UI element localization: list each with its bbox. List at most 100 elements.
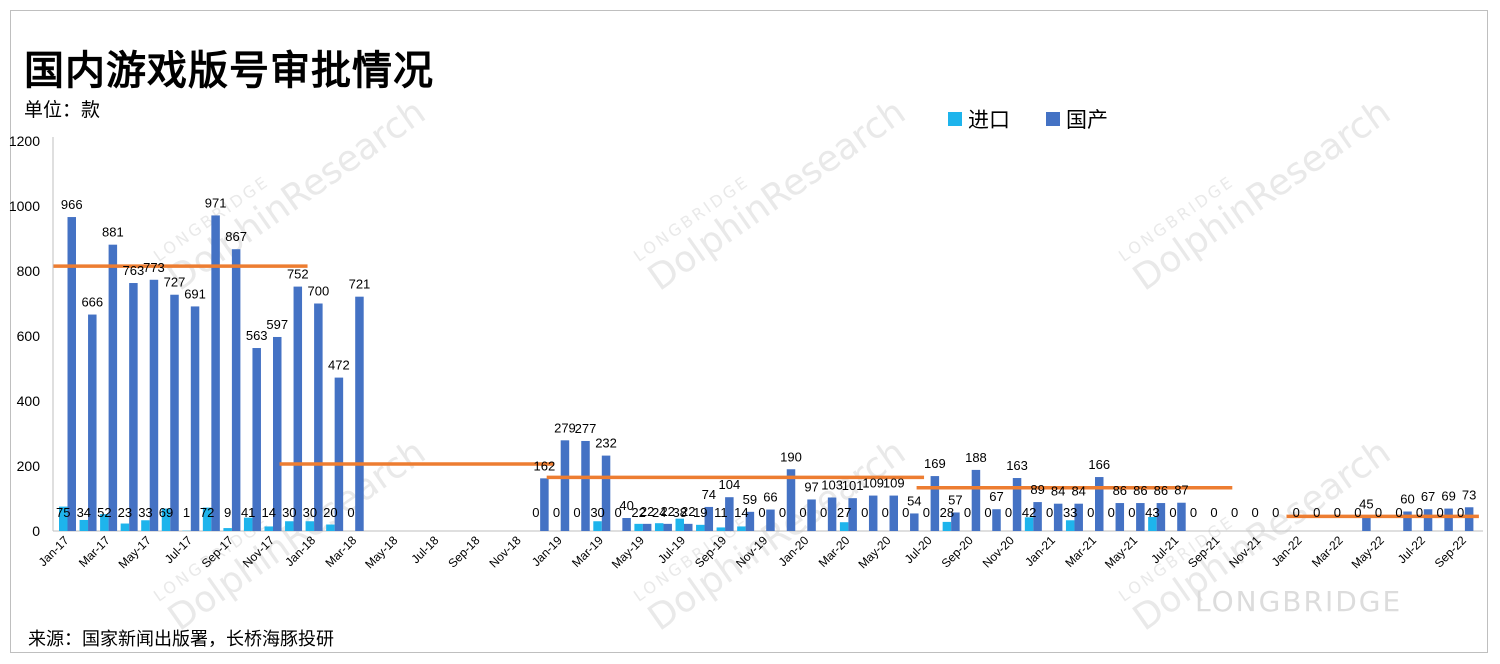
data-label-domestic: 45 — [1359, 496, 1373, 511]
legend-label-domestic: 国产 — [1066, 108, 1108, 132]
data-label-domestic: 597 — [266, 317, 288, 332]
data-label-import: 0 — [882, 505, 889, 520]
bar-import — [593, 521, 602, 531]
data-label-import: 38 — [673, 505, 687, 520]
x-tick-label: Nov-20 — [980, 533, 1017, 570]
data-label-domestic: 721 — [349, 277, 371, 292]
data-label-import: 0 — [1087, 505, 1094, 520]
bar-domestic — [868, 495, 878, 531]
bar-domestic — [211, 215, 220, 532]
data-label-domestic: 86 — [1133, 483, 1147, 498]
data-label-domestic: 89 — [1030, 482, 1044, 497]
x-tick-label: Sep-20 — [939, 533, 976, 570]
x-tick-label: Sep-17 — [199, 533, 236, 570]
x-tick-label: Nov-21 — [1226, 533, 1263, 570]
x-tick-label: Mar-19 — [569, 533, 606, 570]
x-tick-label: Jan-18 — [282, 533, 318, 569]
bar-domestic — [910, 513, 919, 531]
data-label-import: 69 — [159, 505, 173, 520]
bar-domestic — [951, 512, 960, 531]
data-label-domestic: 69 — [1441, 489, 1455, 504]
bar-domestic — [67, 217, 76, 532]
data-label-import: 0 — [1005, 505, 1012, 520]
data-label-import: 0 — [1046, 505, 1053, 520]
bar-domestic — [1423, 509, 1433, 531]
data-label-import: 14 — [734, 505, 748, 520]
data-label-domestic: 881 — [102, 225, 124, 240]
y-tick-label: 600 — [17, 328, 41, 344]
data-label-domestic: 109 — [862, 476, 884, 491]
data-label-domestic: 727 — [164, 275, 186, 290]
x-tick-label: Sep-22 — [1432, 533, 1469, 570]
data-label-import: 0 — [614, 505, 621, 520]
bar-domestic — [355, 296, 364, 531]
data-label-domestic: 67 — [989, 489, 1003, 504]
x-tick-label: Jul-22 — [1395, 533, 1428, 566]
data-label-import: 52 — [97, 505, 111, 520]
y-tick-label: 400 — [17, 393, 41, 409]
data-label-domestic: 101 — [842, 478, 864, 493]
source-note: 来源：国家新闻出版署，长桥海豚投研 — [28, 629, 334, 650]
data-label-domestic: 87 — [1174, 483, 1188, 498]
chart-title: 国内游戏版号审批情况 — [24, 48, 434, 94]
data-label-import: 27 — [837, 505, 851, 520]
data-label-import: 30 — [282, 505, 296, 520]
bar-domestic — [252, 348, 261, 531]
legend-item-import: 进口 — [948, 104, 1010, 134]
bar-import — [1148, 517, 1157, 531]
x-tick-label: Mar-22 — [1309, 533, 1346, 570]
bar-domestic — [745, 511, 755, 531]
data-label-domestic: 22 — [640, 504, 654, 519]
unit-label: 单位：款 — [24, 99, 101, 121]
y-tick-label: 0 — [32, 523, 40, 539]
data-label-domestic: 279 — [554, 420, 576, 435]
data-label-import: 0 — [984, 505, 991, 520]
data-label-domestic: 563 — [246, 328, 268, 343]
bar-domestic — [642, 523, 652, 531]
bar-domestic — [293, 286, 303, 531]
data-label-domestic: 232 — [595, 436, 617, 451]
data-label-domestic: 66 — [763, 490, 777, 505]
data-label-import: 43 — [1145, 505, 1159, 520]
x-tick-label: Jan-19 — [529, 533, 565, 569]
data-label-import: 0 — [532, 505, 539, 520]
data-label-domestic: 188 — [965, 450, 987, 465]
data-label-import: 0 — [799, 505, 806, 520]
x-tick-label: Nov-19 — [733, 533, 770, 570]
data-label-domestic: 691 — [184, 286, 206, 301]
data-label-import: 0 — [1252, 505, 1259, 520]
bar-import — [737, 526, 746, 531]
data-label-import: 28 — [940, 505, 954, 520]
bar-import — [100, 514, 109, 531]
legend: 进口 国产 — [948, 104, 1108, 134]
x-tick-label: Nov-17 — [240, 533, 277, 570]
x-tick-label: Sep-19 — [692, 533, 729, 570]
bar-domestic — [992, 509, 1001, 531]
bar-domestic — [684, 523, 693, 531]
data-label-import: 30 — [590, 505, 604, 520]
bar-import — [654, 523, 664, 531]
bar-domestic — [540, 478, 549, 531]
legend-label-import: 进口 — [968, 108, 1010, 132]
data-label-domestic: 73 — [1462, 487, 1476, 502]
x-tick-label: Jan-20 — [776, 533, 812, 569]
bar-domestic — [766, 509, 775, 531]
data-label-import: 33 — [138, 505, 152, 520]
data-label-domestic: 84 — [1051, 484, 1065, 499]
bar-domestic — [1095, 477, 1104, 531]
x-tick-label: Mar-20 — [816, 533, 853, 570]
data-label-import: 1 — [183, 505, 190, 520]
bar-domestic — [334, 377, 344, 531]
bar-domestic — [971, 469, 981, 531]
data-label-import: 0 — [1108, 505, 1115, 520]
y-tick-label: 800 — [17, 263, 41, 279]
x-tick-label: Jan-17 — [36, 533, 72, 569]
bar-import — [202, 507, 212, 531]
data-label-import: 0 — [1231, 505, 1238, 520]
x-tick-label: Sep-18 — [445, 533, 482, 570]
data-label-domestic: 162 — [534, 458, 556, 473]
bar-domestic — [889, 495, 898, 531]
data-label-import: 0 — [347, 505, 354, 520]
x-tick-label: May-21 — [1102, 533, 1140, 571]
bar-domestic — [273, 336, 282, 531]
